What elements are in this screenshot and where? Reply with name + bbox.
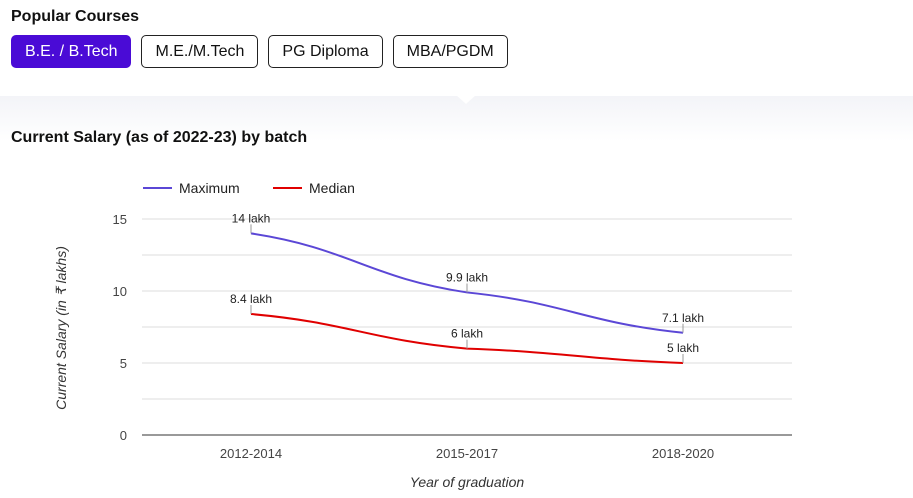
x-tick-label: 2012-2014: [220, 446, 282, 461]
chart-title: Current Salary (as of 2022-23) by batch: [11, 129, 308, 146]
panel-pointer: [456, 95, 476, 104]
legend-label: Maximum: [179, 180, 240, 196]
tab-pg-diploma[interactable]: PG Diploma: [268, 35, 383, 68]
legend-item-median[interactable]: Median: [273, 180, 355, 196]
y-axis-label: Current Salary (in ₹ lakhs): [53, 246, 69, 410]
data-label-maximum: 7.1 lakh: [662, 311, 704, 325]
legend-label: Median: [309, 180, 355, 196]
y-tick-label: 0: [120, 428, 127, 443]
y-tick-label: 15: [113, 212, 127, 227]
tab-me-mtech[interactable]: M.E./M.Tech: [141, 35, 259, 68]
data-label-maximum: 9.9 lakh: [446, 270, 488, 284]
data-label-maximum: 14 lakh: [232, 211, 271, 225]
y-tick-label: 10: [113, 284, 127, 299]
x-tick-label: 2018-2020: [652, 446, 714, 461]
course-tabs: B.E. / B.Tech M.E./M.Tech PG Diploma MBA…: [11, 35, 508, 68]
popular-courses-heading: Popular Courses: [11, 8, 140, 25]
x-tick-label: 2015-2017: [436, 446, 498, 461]
tab-mba-pgdm[interactable]: MBA/PGDM: [392, 35, 508, 68]
legend-item-maximum[interactable]: Maximum: [143, 180, 240, 196]
data-label-median: 5 lakh: [667, 341, 699, 355]
data-label-median: 8.4 lakh: [230, 292, 272, 306]
y-tick-label: 5: [120, 356, 127, 371]
tab-be-btech[interactable]: B.E. / B.Tech: [11, 35, 132, 68]
salary-panel: [0, 96, 913, 498]
data-label-median: 6 lakh: [451, 327, 483, 341]
x-axis-label: Year of graduation: [410, 474, 525, 490]
